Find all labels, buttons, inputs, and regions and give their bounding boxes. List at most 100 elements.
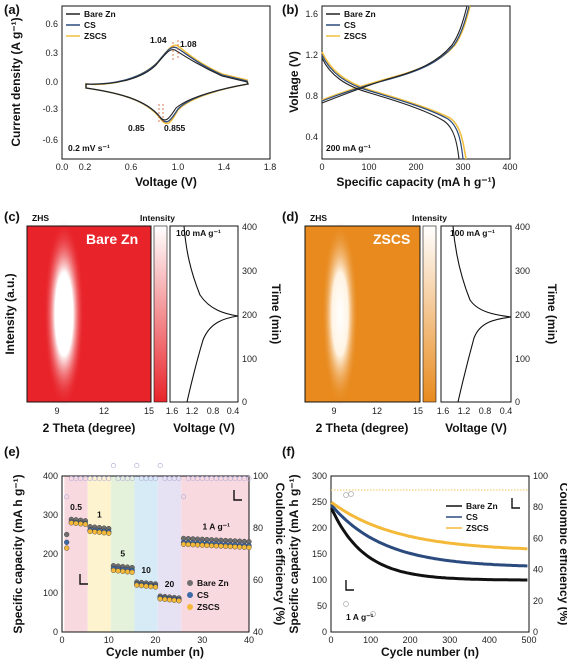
legend-item: CS: [84, 20, 96, 30]
panel-a-xtick: 0.6: [125, 162, 138, 172]
ce-point: [246, 476, 252, 482]
capacity-point: [241, 544, 247, 550]
panel-f-xtick: 100: [363, 635, 378, 645]
panel-e-rate-labels: 0.5 1 5 10 20 1 A g⁻¹: [70, 502, 230, 589]
capacity-point: [223, 543, 229, 549]
panel-a-annotation: 0.855: [164, 123, 186, 133]
panel-d-label: (d): [282, 209, 299, 224]
capacity-point: [194, 542, 201, 548]
panel-f-capacity-curves: [330, 501, 528, 582]
capacity-point: [185, 541, 191, 548]
panel-d-ttick: 400: [515, 222, 530, 232]
panel-e-xlabel: Cycle number (n): [106, 645, 204, 659]
panel-a-ytick: 0.6: [45, 19, 58, 29]
ce-point: [64, 494, 70, 500]
panel-e-ytick-right: 100: [253, 471, 268, 481]
ce-point: [176, 476, 182, 482]
legend-item: ZSCS: [197, 602, 220, 612]
panel-c-ttick: 400: [242, 222, 257, 232]
capacity-point: [218, 543, 224, 549]
capacity-point: [237, 544, 243, 550]
panel-c-ttick: 100: [242, 354, 257, 364]
capacity-point: [143, 583, 149, 589]
panel-e-ylabel: Specific capacity (mA h g⁻¹): [11, 474, 25, 633]
panel-e-ytick: 0: [53, 627, 58, 637]
panel-f-ytick-right: 0: [533, 627, 538, 637]
panel-d-ttick: 200: [515, 310, 530, 320]
legend-item: Bare Zn: [466, 501, 498, 511]
panel-b-discharge-zscs: [321, 51, 467, 160]
panel-c-colorbar-label: Intensity: [140, 213, 175, 223]
legend-item: CS: [466, 512, 478, 522]
panel-c-profile-frame: [169, 225, 239, 403]
panel-d-colorbar-label: Intensity: [412, 213, 447, 223]
panel-f-xtick: 500: [521, 635, 536, 645]
panel-a-ytick: 0.3: [45, 48, 58, 58]
panel-c-vtick: 1.6: [166, 406, 179, 416]
ce-point: [110, 463, 116, 469]
panel-a-annotation: 1.08: [180, 39, 197, 49]
panel-b-label: (b): [282, 2, 299, 17]
capacity-point: [232, 544, 238, 550]
panel-b: (b) Specific capacity (mA h g⁻¹) Voltage…: [282, 2, 518, 189]
panel-a-xtick: 1.4: [218, 162, 231, 172]
panel-f-ytick-right: 80: [533, 502, 543, 512]
panel-e-ytick-right: 80: [253, 523, 263, 533]
panel-f-left-axis-arrow: [345, 580, 354, 591]
capacity-point: [152, 584, 159, 590]
panel-e-xtick: 0: [59, 635, 64, 645]
panel-b-discharge-bare-zn: [321, 57, 460, 160]
panel-a-curve-bare-zn: [85, 49, 249, 121]
panel-a-curve-cs: [85, 46, 249, 123]
panel-c-profile-ylabel: Time (min): [269, 284, 283, 344]
capacity-point: [92, 529, 98, 535]
panel-d-xlabel: 2 Theta (degree): [316, 421, 409, 435]
capacity-point: [227, 543, 233, 550]
legend-item: ZSCS: [344, 31, 367, 41]
panel-f-xtick: 0: [328, 635, 333, 645]
panel-d-sample-label: ZSCS: [373, 231, 410, 247]
panel-e-label: (e): [4, 444, 20, 459]
panel-f-ce-point: [343, 601, 349, 607]
capacity-point: [110, 567, 117, 573]
panel-b-xtick: 0: [319, 162, 324, 172]
panel-e-left-axis-arrow: [79, 574, 88, 585]
panel-b-legend: Bare Zn CS ZSCS: [326, 9, 376, 41]
capacity-point: [101, 530, 107, 536]
ce-point: [152, 476, 159, 482]
panel-c-sample-label: Bare Zn: [86, 231, 138, 247]
capacity-curve: [330, 507, 528, 582]
capacity-point: [213, 543, 219, 549]
panel-f-ytick-right: 100: [533, 471, 548, 481]
panel-e-ytick-right: 40: [253, 627, 263, 637]
panel-d-xtick: 9: [331, 406, 336, 416]
legend-marker: [187, 580, 193, 586]
panel-f-legend: Bare Zn CS ZSCS: [446, 501, 498, 533]
panel-a-ytick: 0.0: [45, 77, 58, 87]
capacity-point: [166, 597, 173, 603]
panel-f-ytick: 0: [322, 627, 327, 637]
legend-item: ZSCS: [466, 523, 489, 533]
panel-a-ytick: -0.3: [42, 104, 58, 114]
rate-label: 0.5: [70, 502, 82, 512]
capacity-point: [209, 543, 215, 549]
panel-c-rate: 100 mA g⁻¹: [176, 228, 221, 238]
panel-d-profile-xlabel: Voltage (V): [445, 421, 507, 435]
panel-f-yticks-right: 0 20 40 60 80 100: [533, 471, 548, 637]
panel-f-xtick: 300: [442, 635, 457, 645]
rate-band: [111, 476, 135, 632]
panel-c-voltage-time-curve: [183, 225, 239, 403]
panel-b-rate: 200 mA g⁻¹: [326, 143, 371, 153]
capacity-point: [129, 569, 135, 575]
panel-d-heatmap-frame: [304, 225, 421, 403]
panel-d-ttick: 300: [515, 266, 530, 276]
panel-a-xtick: 0.0: [56, 162, 69, 172]
panel-a-scan-rate: 0.2 mV s⁻¹: [68, 143, 110, 153]
capacity-curve: [330, 504, 528, 568]
panel-b-discharge-cs: [321, 54, 464, 160]
panel-d-ttick: 100: [515, 354, 530, 364]
rate-label: 10: [141, 565, 151, 575]
capacity-point: [64, 539, 70, 545]
panel-f-label: (f): [282, 444, 295, 459]
panel-d-vtick: 1.6: [437, 406, 450, 416]
